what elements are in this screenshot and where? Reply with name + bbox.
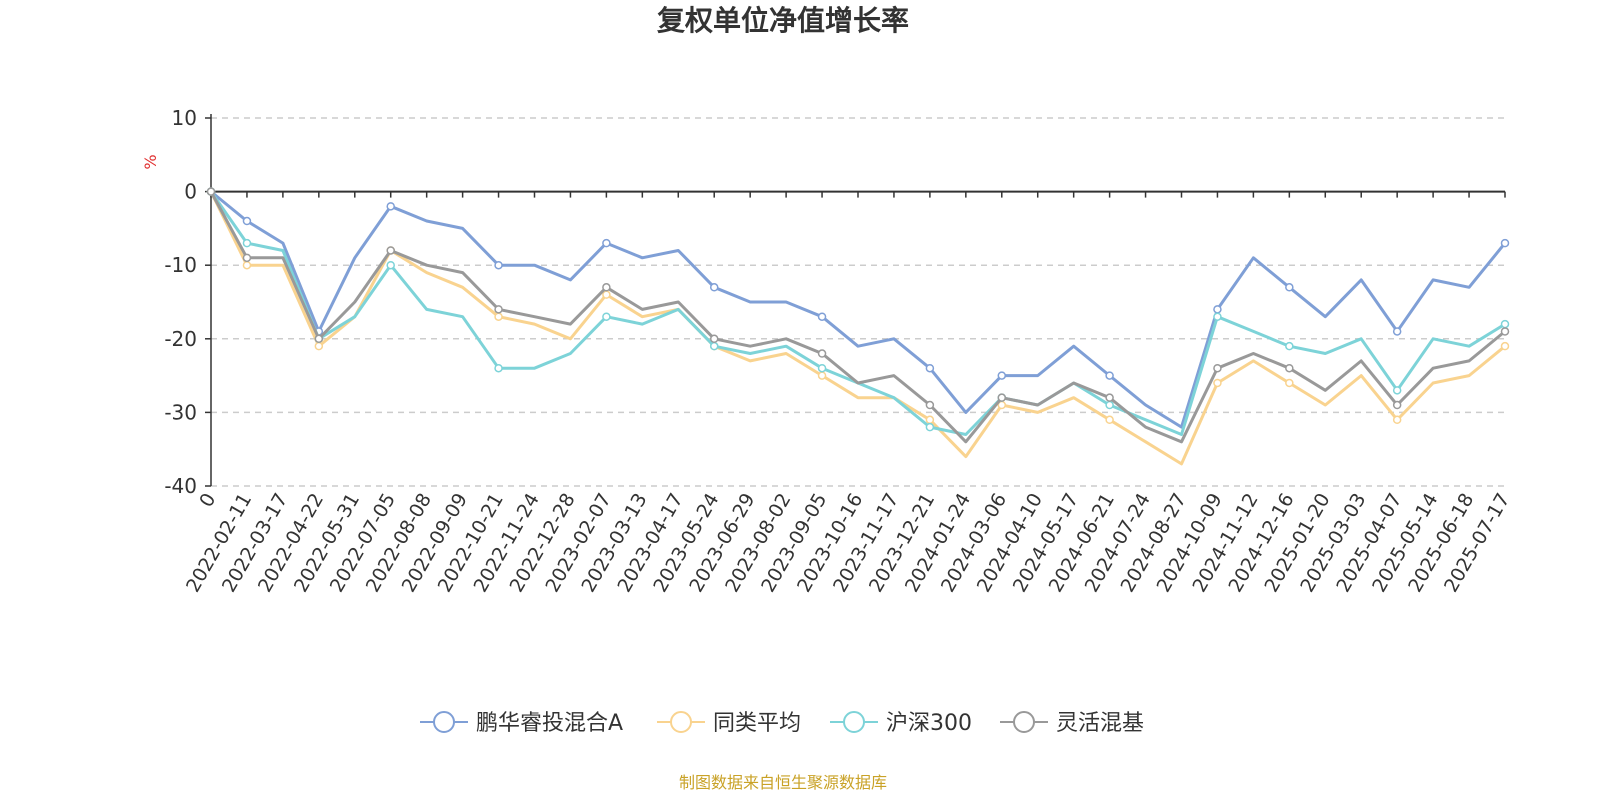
legend-label: 灵活混基 <box>1056 711 1144 736</box>
series-point <box>602 283 611 292</box>
series-point <box>925 400 935 410</box>
series-point <box>817 363 827 373</box>
series-point <box>925 415 935 425</box>
legend-label: 同类平均 <box>713 711 801 736</box>
series-point <box>314 341 324 351</box>
series-point <box>242 260 252 270</box>
series-point <box>602 290 611 299</box>
legend-item[interactable]: 鹏华睿投混合A <box>420 711 623 736</box>
series-point <box>1213 312 1222 321</box>
series-point <box>1392 386 1402 395</box>
series-point <box>1500 341 1510 351</box>
x-tick-labels: 02022-02-112022-03-172022-04-222022-05-3… <box>182 490 1514 597</box>
series-line-0 <box>210 190 1507 429</box>
series-point <box>817 371 827 380</box>
series-line-1 <box>209 190 1506 466</box>
series-point <box>386 202 395 211</box>
series-point <box>494 260 503 270</box>
axes <box>205 114 1506 487</box>
series-point <box>925 363 935 373</box>
series-lines <box>206 187 1510 466</box>
y-tick-label: -30 <box>164 400 197 424</box>
series-point <box>242 253 252 263</box>
series-point <box>1105 371 1114 380</box>
chart-title: 复权单位净值增长率 <box>657 4 909 37</box>
y-tick-label: -20 <box>164 327 197 351</box>
series-point <box>817 312 827 321</box>
series-point <box>925 422 935 432</box>
legend-label: 鹏华睿投混合A <box>476 711 623 736</box>
series-point <box>1105 393 1114 402</box>
series-point <box>602 312 611 321</box>
series-point <box>1285 341 1294 351</box>
series-point <box>709 334 719 344</box>
series-point <box>1213 363 1222 373</box>
series-line-3 <box>209 190 1506 444</box>
legend-label: 沪深300 <box>886 711 972 736</box>
series-point <box>1285 378 1294 388</box>
series-point <box>1392 327 1402 336</box>
series-point <box>314 334 324 344</box>
y-tick-labels: 10 0 -10 -20 -30 -40 <box>164 106 197 498</box>
series-point <box>709 341 719 351</box>
series-point <box>602 238 611 248</box>
grid-lines <box>211 117 1505 487</box>
series-point <box>1500 319 1510 329</box>
series-point <box>1285 363 1294 373</box>
series-point <box>494 312 503 321</box>
series-point <box>1285 283 1294 292</box>
y-tick-label: -40 <box>164 474 197 498</box>
legend-item[interactable]: 灵活混基 <box>1000 711 1144 736</box>
legend[interactable]: 鹏华睿投混合A 同类平均 沪深300 灵活混基 <box>420 711 1144 736</box>
series-point <box>206 187 216 196</box>
series-point <box>242 238 252 248</box>
series-point <box>1105 415 1114 425</box>
y-axis-unit: % <box>141 154 160 169</box>
y-tick-label: -10 <box>164 253 197 277</box>
series-point <box>1213 378 1222 388</box>
y-tick-label: 10 <box>172 106 197 130</box>
series-point <box>1500 238 1510 248</box>
legend-item[interactable]: 沪深300 <box>830 711 972 736</box>
series-point <box>817 349 827 358</box>
series-point <box>1213 305 1222 314</box>
y-tick-label: 0 <box>184 180 197 204</box>
series-point <box>997 393 1007 402</box>
series-point <box>1105 400 1114 410</box>
legend-marker <box>1013 711 1035 733</box>
series-point <box>709 283 719 292</box>
series-point <box>494 305 503 314</box>
legend-item[interactable]: 同类平均 <box>657 711 801 736</box>
series-point <box>1392 400 1402 410</box>
legend-marker <box>670 711 692 733</box>
series-point <box>386 246 395 255</box>
series-point <box>242 216 252 226</box>
series-point <box>1392 415 1402 425</box>
series-point <box>494 363 503 373</box>
legend-marker <box>843 711 865 733</box>
x-tick-label: 0 <box>195 490 220 511</box>
series-point <box>386 260 395 270</box>
series-point <box>997 371 1007 380</box>
legend-marker <box>433 711 455 733</box>
source-note: 制图数据来自恒生聚源数据库 <box>679 773 887 792</box>
series-point <box>1500 327 1510 336</box>
